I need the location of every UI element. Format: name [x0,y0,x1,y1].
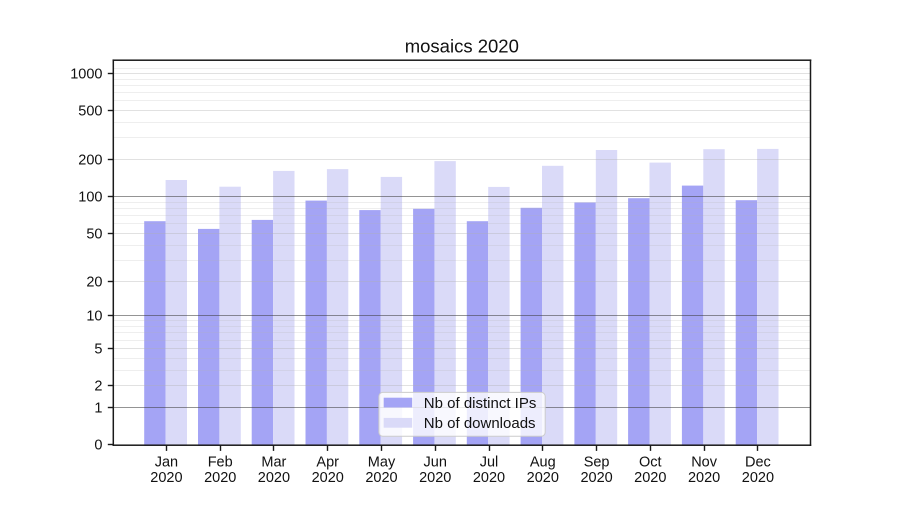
svg-text:Nb of downloads: Nb of downloads [424,415,536,432]
svg-text:2: 2 [94,379,102,395]
svg-text:mosaics 2020: mosaics 2020 [405,35,519,56]
svg-text:2020: 2020 [527,470,559,486]
svg-text:2020: 2020 [634,470,666,486]
svg-text:2020: 2020 [419,470,451,486]
svg-text:10: 10 [86,309,102,325]
svg-text:20: 20 [86,275,102,291]
svg-text:Jul: Jul [480,455,499,471]
svg-text:2020: 2020 [473,470,505,486]
svg-text:Sep: Sep [584,455,610,471]
svg-text:500: 500 [78,104,102,120]
svg-text:Nov: Nov [691,455,718,471]
svg-text:2020: 2020 [688,470,720,486]
svg-text:100: 100 [78,190,102,206]
svg-text:Aug: Aug [530,455,556,471]
svg-text:2020: 2020 [365,470,397,486]
svg-text:Feb: Feb [208,455,233,471]
svg-text:Jun: Jun [424,455,447,471]
svg-text:Mar: Mar [261,455,286,471]
svg-text:Jan: Jan [155,455,178,471]
svg-text:Dec: Dec [745,455,771,471]
svg-text:0: 0 [94,438,102,454]
svg-text:2020: 2020 [742,470,774,486]
svg-text:2020: 2020 [204,470,236,486]
svg-text:1000: 1000 [70,67,102,83]
svg-text:5: 5 [94,342,102,358]
svg-text:May: May [368,455,396,471]
svg-text:50: 50 [86,227,102,243]
svg-text:Nb of distinct IPs: Nb of distinct IPs [424,395,537,412]
svg-text:1: 1 [94,401,102,417]
svg-text:2020: 2020 [150,470,182,486]
svg-text:Apr: Apr [316,455,339,471]
svg-text:2020: 2020 [312,470,344,486]
svg-text:2020: 2020 [258,470,290,486]
svg-text:2020: 2020 [580,470,612,486]
svg-text:200: 200 [78,153,102,169]
svg-text:Oct: Oct [639,455,662,471]
